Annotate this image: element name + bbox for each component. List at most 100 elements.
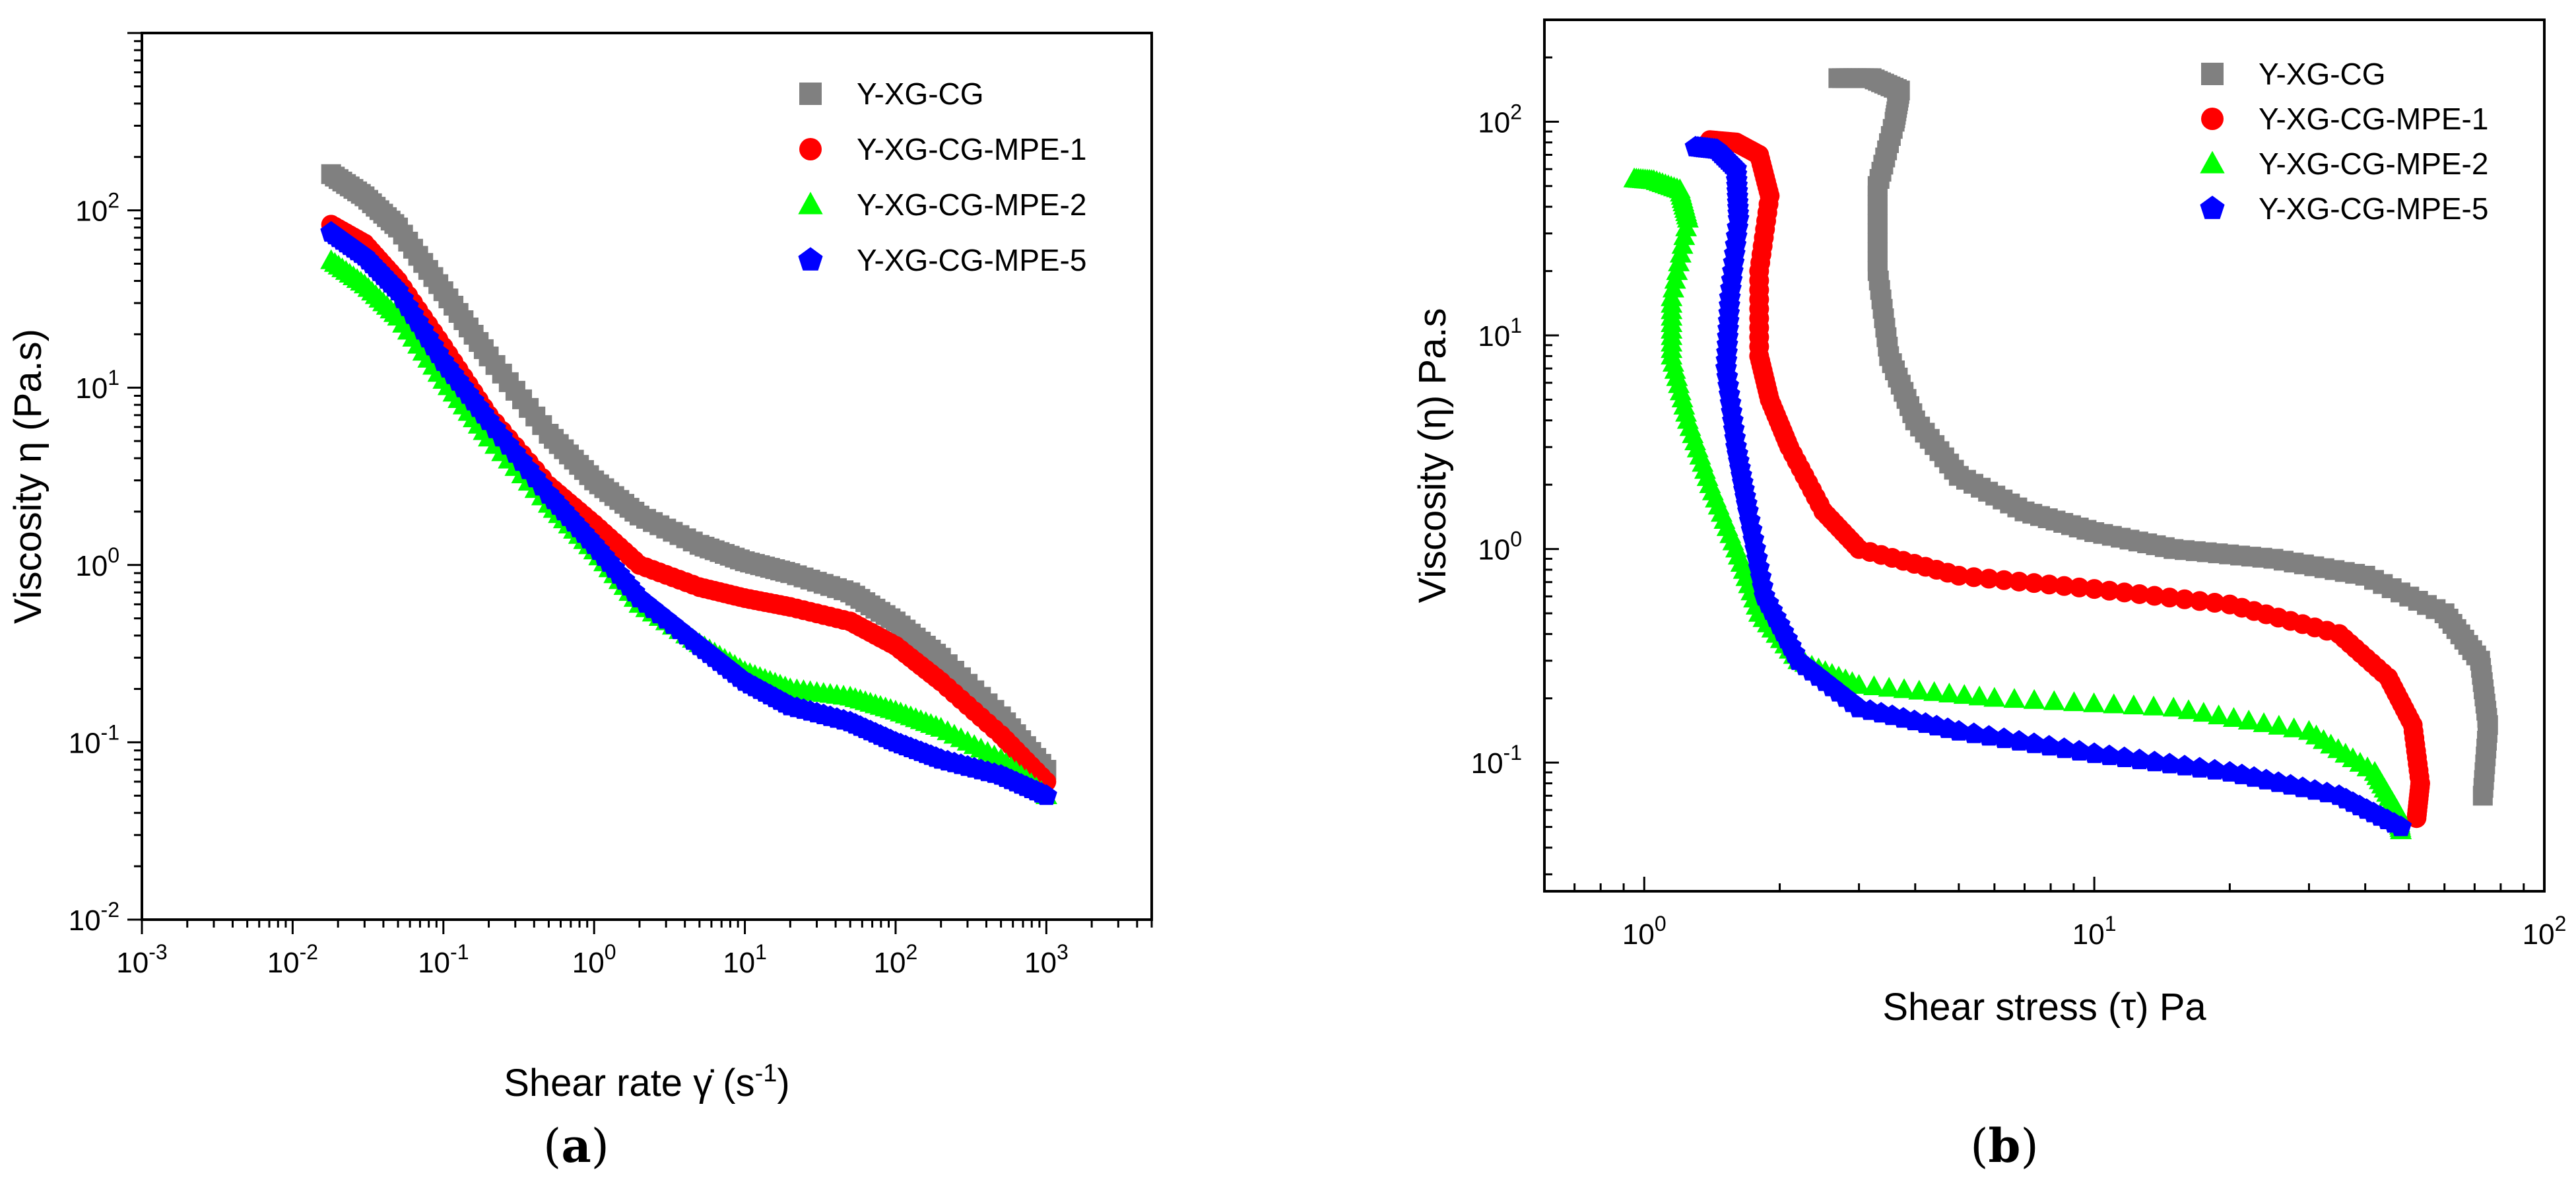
y-tick-label-a: 100 bbox=[75, 543, 119, 582]
data-point bbox=[2103, 693, 2125, 714]
data-point bbox=[1948, 720, 1970, 741]
data-point bbox=[2043, 690, 2065, 710]
y-tick-label-b: 100 bbox=[1478, 527, 1522, 566]
x-tick-label-a: 10-1 bbox=[418, 940, 469, 979]
data-point bbox=[2098, 744, 2121, 765]
data-point bbox=[1878, 677, 1900, 697]
x-tick-label-a: 10-2 bbox=[267, 940, 318, 979]
data-point bbox=[2008, 730, 2030, 751]
data-point bbox=[2129, 584, 2150, 604]
panel-b-series bbox=[1623, 68, 2498, 840]
y-tick-label-a: 102 bbox=[75, 189, 119, 228]
legend-marker-square bbox=[2201, 63, 2224, 85]
series-y-xg-cg bbox=[321, 164, 1057, 780]
data-point bbox=[2390, 815, 2412, 836]
data-point bbox=[1036, 784, 1057, 805]
data-point bbox=[2083, 692, 2105, 712]
data-point bbox=[1923, 681, 1946, 701]
y-tick-label-a: 10-2 bbox=[69, 898, 119, 937]
data-point bbox=[1673, 225, 1696, 246]
data-point bbox=[1948, 566, 1969, 586]
data-point bbox=[2142, 695, 2165, 716]
x-tick-label-a: 10-3 bbox=[116, 940, 167, 979]
data-point bbox=[2189, 591, 2210, 611]
data-point bbox=[1979, 568, 1999, 589]
data-point bbox=[2113, 746, 2136, 767]
y-tick-label-b: 10-1 bbox=[1471, 741, 1522, 780]
data-point bbox=[1848, 673, 1870, 694]
panel-b: 100 101 102 10-1 100 101 102 Shear stress (τ) … bbox=[1411, 18, 2567, 1029]
panel-b-legend: Y-XG-CG Y-XG-CG-MPE-1 Y-XG-CG-MPE-2 Y-XG-CG… bbox=[2200, 57, 2488, 226]
data-point bbox=[2189, 757, 2211, 778]
data-point bbox=[2144, 751, 2165, 772]
panel-a-series bbox=[320, 164, 1057, 805]
y-tick-label-a: 10-1 bbox=[69, 720, 119, 759]
panel-a-legend: Y-XG-CG Y-XG-CG-MPE-1 Y-XG-CG-MPE-2 Y-XG-CG… bbox=[798, 77, 1086, 277]
data-point bbox=[1662, 277, 1684, 298]
data-point bbox=[1671, 234, 1694, 254]
y-tick-label-b: 102 bbox=[1478, 100, 1522, 139]
legend-marker-triangle bbox=[2200, 151, 2225, 174]
legend-label: Y-XG-CG-MPE-5 bbox=[857, 243, 1086, 277]
data-point bbox=[2054, 576, 2074, 596]
data-point bbox=[2283, 717, 2305, 737]
data-point bbox=[1968, 685, 1991, 706]
panel-a: 10-3 10-2 10-1 100 101 102 10310-210-110010110… bbox=[7, 32, 1153, 1104]
data-point bbox=[2204, 759, 2226, 780]
legend-marker-pentagon bbox=[798, 247, 823, 271]
data-point bbox=[2253, 712, 2275, 732]
data-point bbox=[2114, 582, 2134, 603]
data-point bbox=[2237, 709, 2260, 730]
data-point bbox=[2003, 688, 2026, 708]
legend-marker-circle bbox=[2201, 108, 2224, 130]
data-point bbox=[1964, 567, 1984, 588]
data-point bbox=[1676, 207, 1699, 228]
caption-a: (a) bbox=[543, 1118, 609, 1173]
data-point bbox=[1993, 727, 2015, 749]
x-tick-label-b: 100 bbox=[1622, 912, 1667, 951]
data-point bbox=[1908, 679, 1931, 700]
legend-label: Y-XG-CG-MPE-5 bbox=[2259, 191, 2488, 226]
data-point bbox=[1668, 251, 1690, 271]
series-y-xg-cg-mpe-5 bbox=[320, 221, 1057, 805]
legend-label: Y-XG-CG-MPE-1 bbox=[857, 132, 1086, 166]
data-point bbox=[2069, 577, 2090, 597]
y-tick-label-b: 101 bbox=[1478, 314, 1522, 353]
data-point bbox=[2084, 579, 2105, 599]
data-point bbox=[2222, 707, 2245, 728]
data-point bbox=[2099, 580, 2119, 601]
legend-marker-square bbox=[799, 83, 822, 105]
data-point bbox=[1893, 678, 1915, 698]
panel-a-ticks bbox=[127, 32, 1153, 934]
legend-label: Y-XG-CG-MPE-2 bbox=[857, 187, 1086, 222]
data-point bbox=[2193, 702, 2215, 722]
data-point bbox=[2023, 732, 2045, 753]
data-point bbox=[2038, 735, 2061, 756]
legend-label: Y-XG-CG bbox=[2259, 57, 2386, 91]
legend-label: Y-XG-CG-MPE-2 bbox=[2259, 147, 2488, 181]
series-y-xg-cg-mpe-1 bbox=[1700, 130, 2430, 829]
data-point bbox=[2009, 571, 2030, 592]
x-tick-label-a: 101 bbox=[723, 940, 767, 979]
data-point bbox=[2174, 589, 2195, 609]
data-point bbox=[2472, 786, 2493, 806]
x-tick-label-a: 100 bbox=[572, 940, 616, 979]
panel-b-tick-labels: 100 101 102 10-1 100 101 102 bbox=[1471, 100, 2567, 951]
data-point bbox=[2123, 695, 2145, 715]
series-y-xg-cg-mpe-1 bbox=[321, 215, 1057, 792]
series-y-xg-cg bbox=[1828, 68, 2498, 806]
data-point bbox=[2023, 689, 2045, 709]
x-tick-label-b: 101 bbox=[2072, 912, 2117, 951]
data-point bbox=[1666, 260, 1688, 281]
legend-marker-circle bbox=[799, 138, 822, 160]
data-point bbox=[1953, 684, 1975, 704]
data-point bbox=[2144, 586, 2165, 606]
data-point bbox=[2039, 574, 2059, 595]
legend-label: Y-XG-CG bbox=[857, 77, 984, 111]
x-tick-label-a: 102 bbox=[874, 940, 918, 979]
data-point bbox=[2024, 573, 2044, 594]
data-point bbox=[2208, 704, 2230, 725]
data-point bbox=[2083, 742, 2105, 763]
data-point bbox=[1994, 570, 2014, 590]
